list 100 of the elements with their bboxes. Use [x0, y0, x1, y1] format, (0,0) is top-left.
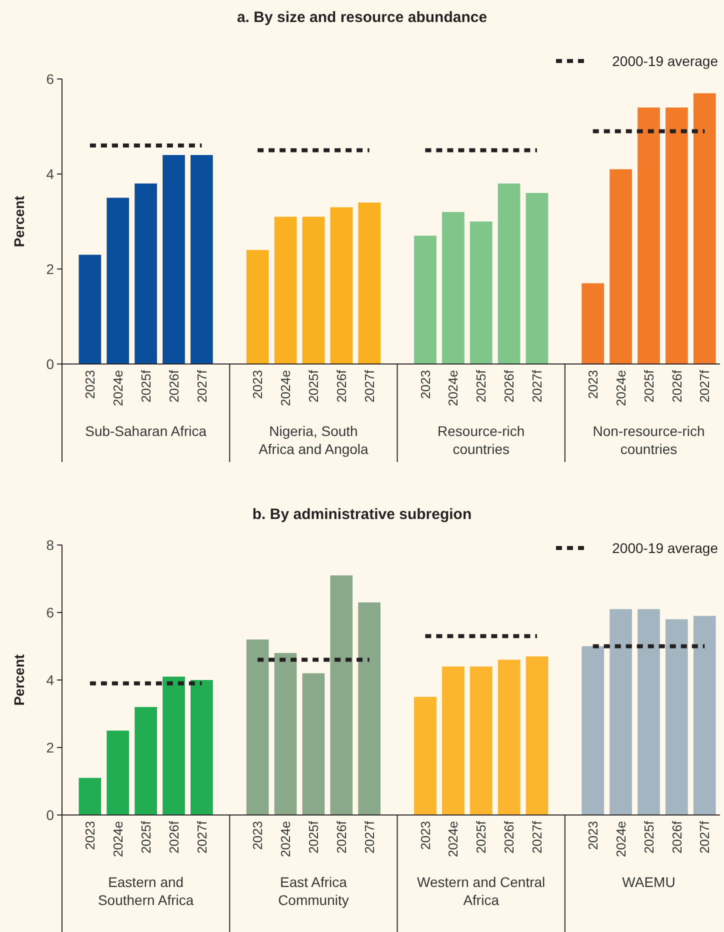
- text: Western and Central Africa: [417, 874, 546, 908]
- bar: [582, 283, 604, 364]
- bar: [470, 666, 492, 815]
- x-tick-label: 2027f: [697, 820, 712, 854]
- y-tick-label: 0: [46, 356, 54, 372]
- bar: [190, 155, 213, 364]
- x-tick-label: 2024e: [613, 821, 628, 858]
- bar: [638, 609, 660, 815]
- bar: [610, 609, 632, 815]
- x-tick-label: 2027f: [194, 820, 210, 854]
- y-tick-label: 2: [46, 739, 54, 756]
- x-tick-label: 2026f: [166, 370, 182, 403]
- bar: [442, 666, 464, 815]
- legend-label: 2000-19 average: [612, 540, 718, 556]
- bar: [134, 707, 157, 815]
- x-tick-label: 2023: [250, 821, 266, 850]
- x-tick-label: 2026f: [334, 370, 349, 403]
- text: Non-resource-rich countries: [592, 423, 705, 457]
- x-tick-label: 2027f: [697, 370, 712, 403]
- x-tick-label: 2024e: [110, 821, 126, 858]
- bar: [498, 660, 520, 815]
- bar: [134, 184, 157, 364]
- x-tick-label: 2026f: [334, 820, 349, 854]
- y-tick-label: 6: [46, 604, 54, 620]
- bar: [302, 216, 325, 364]
- x-tick-label: 2026f: [502, 370, 517, 403]
- bar: [470, 222, 492, 364]
- bar: [162, 155, 185, 364]
- x-tick-label: 2023: [585, 370, 600, 399]
- text: Nigeria, South Africa and Angola: [258, 423, 369, 457]
- x-tick-label: 2024e: [110, 370, 126, 406]
- bar: [358, 602, 381, 815]
- x-tick-label: 2025f: [474, 370, 489, 403]
- y-axis-title: Percent: [11, 195, 27, 248]
- x-tick-label: 2023: [82, 370, 98, 399]
- bar: [246, 640, 269, 815]
- x-tick-label: 2027f: [194, 370, 210, 403]
- bar: [666, 619, 688, 815]
- x-tick-label: 2026f: [166, 820, 182, 854]
- bar: [330, 207, 353, 364]
- x-tick-label: 2025f: [306, 370, 322, 403]
- y-tick-label: 2: [46, 260, 54, 277]
- bar: [526, 193, 548, 364]
- chart-title: a. By size and resource abundance: [236, 9, 488, 26]
- x-tick-label: 2024e: [446, 370, 461, 406]
- bar: [666, 108, 688, 364]
- bar: [302, 673, 325, 815]
- bar: [610, 169, 632, 364]
- x-tick-label: 2024e: [278, 821, 294, 858]
- x-tick-label: 2023: [585, 821, 600, 850]
- text: East Africa Community: [278, 874, 349, 908]
- bar: [526, 656, 548, 815]
- legend-label: 2000-19 average: [612, 52, 718, 69]
- x-tick-label: 2025f: [641, 820, 656, 854]
- bar: [274, 653, 297, 815]
- bar: [106, 730, 130, 815]
- bar: [106, 198, 130, 364]
- bar: [78, 778, 102, 815]
- x-tick-label: 2024e: [613, 370, 628, 406]
- bar: [246, 250, 269, 364]
- bar: [274, 216, 297, 364]
- y-tick-label: 6: [46, 70, 54, 87]
- bar: [78, 254, 102, 364]
- x-tick-label: 2023: [418, 370, 433, 399]
- bar: [358, 202, 381, 364]
- x-tick-label: 2023: [418, 821, 433, 850]
- x-tick-label: 2026f: [502, 820, 517, 854]
- x-tick-label: 2025f: [306, 820, 322, 854]
- text: Sub-Saharan Africa: [85, 423, 207, 439]
- x-tick-label: 2026f: [669, 370, 684, 403]
- text: WAEMU: [622, 874, 676, 890]
- bar: [693, 616, 716, 815]
- bar: [414, 236, 436, 364]
- x-tick-label: 2023: [82, 821, 98, 850]
- x-tick-label: 2025f: [641, 370, 656, 403]
- x-tick-label: 2027f: [362, 820, 377, 854]
- x-tick-label: 2026f: [669, 820, 684, 854]
- bar: [442, 212, 464, 364]
- y-tick-label: 0: [46, 806, 54, 823]
- x-tick-label: 2024e: [446, 821, 461, 858]
- bar: [190, 680, 213, 815]
- bar: [582, 646, 604, 815]
- bar: [162, 676, 185, 815]
- bar: [638, 108, 660, 364]
- y-tick-label: 4: [46, 166, 54, 182]
- bar: [414, 696, 436, 815]
- x-tick-label: 2023: [250, 370, 266, 399]
- text: Eastern and Southern Africa: [98, 874, 194, 908]
- bar: [498, 184, 520, 364]
- x-tick-label: 2024e: [278, 370, 294, 406]
- chart-title: b. By administrative subregion: [252, 506, 472, 523]
- x-tick-label: 2025f: [474, 820, 489, 854]
- x-tick-label: 2027f: [362, 370, 377, 403]
- y-tick-label: 4: [46, 672, 54, 688]
- x-tick-label: 2027f: [530, 820, 545, 854]
- bar: [330, 575, 353, 815]
- bar: [693, 93, 716, 364]
- y-tick-label: 8: [46, 536, 54, 553]
- text: Resource-rich countries: [438, 423, 525, 457]
- x-tick-label: 2025f: [138, 820, 154, 854]
